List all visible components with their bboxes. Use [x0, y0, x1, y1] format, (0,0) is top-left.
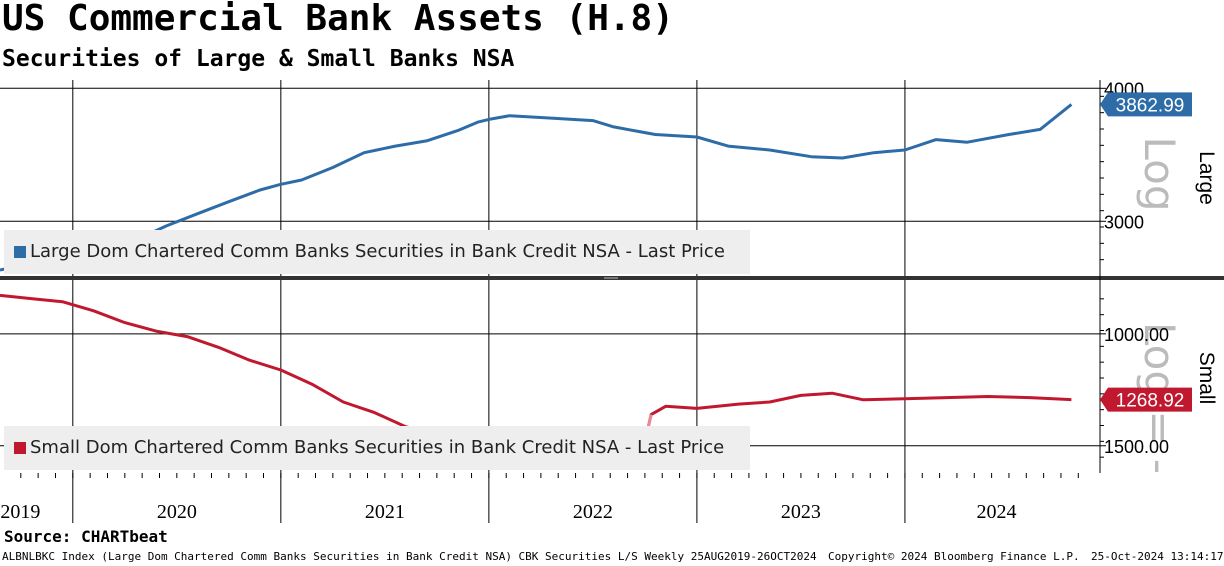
chart-subtitle: Securities of Large & Small Banks NSA: [2, 46, 515, 72]
x-tick-label-2021: 2021: [365, 501, 405, 523]
x-tick-label-2024: 2024: [976, 501, 1016, 523]
x-tick-label-2023: 2023: [781, 501, 821, 523]
chart-title: US Commercial Bank Assets (H.8): [2, 0, 674, 39]
x-tick-label-2022: 2022: [573, 501, 613, 523]
x-tick-label-2020: 2020: [157, 501, 197, 523]
y-tick-label-small: 1000.00: [1104, 325, 1169, 345]
legend-label-large: Large Dom Chartered Comm Banks Securitie…: [30, 241, 725, 262]
last-value-label-small: 1268.92: [1116, 391, 1185, 412]
x-tick-label-2019: 2019: [0, 501, 40, 523]
footer-ticker-info: ALBNLBKC Index (Large Dom Chartered Comm…: [2, 550, 817, 563]
y-tick-label-large: 3000: [1104, 212, 1144, 232]
legend-small: Small Dom Chartered Comm Banks Securitie…: [4, 426, 750, 470]
footer-date: 25-Oct-2024 13:14:17: [1091, 550, 1224, 563]
scale-watermark-large: Log: [1135, 136, 1184, 211]
legend-swatch-large: [14, 246, 26, 258]
legend-label-small: Small Dom Chartered Comm Banks Securitie…: [30, 437, 725, 458]
axis-side-label-large: Large: [1195, 151, 1218, 205]
footer-copyright: Copyright© 2024 Bloomberg Finance L.P.: [828, 550, 1080, 563]
y-tick-label-small: 1500.00: [1104, 437, 1169, 457]
legend-large: Large Dom Chartered Comm Banks Securitie…: [4, 230, 750, 274]
last-value-tag-large: [1100, 92, 1192, 117]
last-value-label-large: 3862.99: [1116, 95, 1185, 116]
last-value-tag-small: [1100, 387, 1192, 412]
axis-side-label-small: Small: [1195, 352, 1218, 405]
legend-swatch-small: [14, 442, 26, 454]
source-note: Source: CHARTbeat: [4, 527, 168, 546]
